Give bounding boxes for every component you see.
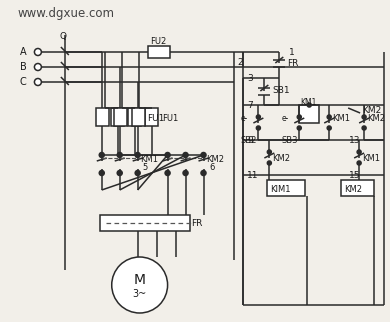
Circle shape — [357, 150, 361, 154]
Circle shape — [99, 171, 104, 175]
Bar — [132, 108, 145, 126]
Circle shape — [256, 126, 261, 130]
Text: FU1: FU1 — [163, 113, 179, 122]
Text: C: C — [20, 77, 27, 87]
Circle shape — [34, 79, 41, 86]
Circle shape — [117, 153, 122, 157]
Text: KM1: KM1 — [362, 154, 380, 163]
Circle shape — [268, 161, 271, 165]
Text: FU2: FU2 — [150, 36, 166, 45]
Circle shape — [357, 161, 361, 165]
Bar — [114, 108, 127, 126]
Text: 1: 1 — [289, 48, 295, 56]
Bar — [299, 105, 319, 123]
Circle shape — [34, 49, 41, 55]
Text: e-: e- — [281, 113, 289, 122]
Text: KM2: KM2 — [272, 154, 290, 163]
Bar — [148, 46, 170, 58]
Text: SB1: SB1 — [272, 86, 290, 94]
Text: 13: 13 — [349, 136, 361, 145]
Bar — [100, 215, 190, 231]
Text: KIM1: KIM1 — [270, 185, 291, 194]
Circle shape — [297, 126, 301, 130]
Text: e-: e- — [240, 113, 248, 122]
Circle shape — [99, 153, 104, 157]
Bar — [341, 180, 374, 196]
Text: KM2: KM2 — [344, 185, 362, 194]
Bar — [111, 108, 124, 126]
Circle shape — [165, 171, 170, 175]
Text: KM1: KM1 — [140, 155, 158, 164]
Circle shape — [165, 153, 170, 157]
Text: KM1: KM1 — [300, 98, 317, 107]
Circle shape — [117, 171, 122, 175]
Text: Q: Q — [60, 32, 67, 41]
Circle shape — [327, 115, 331, 119]
Circle shape — [112, 257, 168, 313]
Text: FU1: FU1 — [147, 113, 164, 122]
Text: 3~: 3~ — [133, 289, 147, 299]
Circle shape — [297, 115, 301, 119]
Text: 11: 11 — [247, 171, 259, 179]
Bar — [145, 108, 158, 126]
Circle shape — [201, 171, 206, 175]
Text: SB2: SB2 — [240, 136, 257, 145]
Text: 5: 5 — [143, 163, 148, 172]
Circle shape — [307, 103, 311, 107]
Circle shape — [256, 115, 261, 119]
Text: SB3: SB3 — [281, 136, 298, 145]
Text: 6: 6 — [209, 163, 215, 172]
Text: M: M — [134, 273, 145, 287]
Text: B: B — [20, 62, 27, 72]
Bar — [268, 180, 305, 196]
Bar — [128, 108, 141, 126]
Text: 3: 3 — [247, 73, 253, 82]
Circle shape — [327, 126, 331, 130]
Circle shape — [34, 63, 41, 71]
Text: KM2: KM2 — [362, 106, 381, 115]
Text: KM1: KM1 — [332, 113, 350, 122]
Circle shape — [183, 153, 188, 157]
Circle shape — [268, 150, 271, 154]
Circle shape — [362, 126, 366, 130]
Text: A: A — [20, 47, 27, 57]
Circle shape — [362, 115, 366, 119]
Text: FR: FR — [287, 59, 299, 68]
Text: 9: 9 — [247, 136, 253, 145]
Text: KM2: KM2 — [206, 155, 225, 164]
Bar — [96, 108, 109, 126]
Circle shape — [201, 153, 206, 157]
Text: www.dgxue.com: www.dgxue.com — [18, 6, 115, 20]
Circle shape — [135, 171, 140, 175]
Text: 15: 15 — [349, 171, 361, 179]
Text: 7: 7 — [247, 100, 253, 109]
Circle shape — [135, 153, 140, 157]
Circle shape — [183, 171, 188, 175]
Text: 2: 2 — [238, 58, 243, 67]
Text: FR: FR — [191, 219, 203, 228]
Text: KM2: KM2 — [367, 113, 385, 122]
